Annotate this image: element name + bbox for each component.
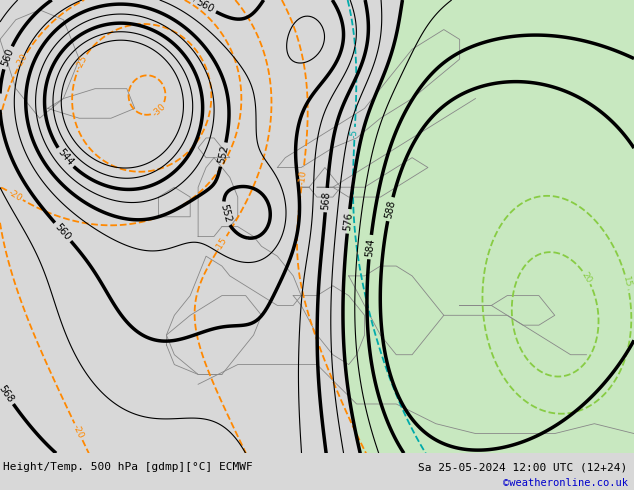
Text: 588: 588 <box>384 199 397 219</box>
Text: -20: -20 <box>6 188 23 203</box>
Text: 560: 560 <box>53 221 73 242</box>
Text: -20: -20 <box>71 423 86 440</box>
Text: -30: -30 <box>150 101 167 118</box>
Text: Height/Temp. 500 hPa [gdmp][°C] ECMWF: Height/Temp. 500 hPa [gdmp][°C] ECMWF <box>3 463 253 472</box>
Text: 576: 576 <box>342 212 354 231</box>
Text: -15: -15 <box>214 235 230 253</box>
Text: -20: -20 <box>15 52 30 69</box>
Text: 560: 560 <box>195 0 216 15</box>
Text: Sa 25-05-2024 12:00 UTC (12+24): Sa 25-05-2024 12:00 UTC (12+24) <box>418 463 628 472</box>
Text: 560: 560 <box>0 47 15 68</box>
Text: 568: 568 <box>320 191 332 210</box>
Text: 552: 552 <box>216 145 230 165</box>
Text: ©weatheronline.co.uk: ©weatheronline.co.uk <box>503 478 628 488</box>
Text: 568: 568 <box>0 384 16 404</box>
Text: -5: -5 <box>350 129 359 138</box>
Text: 552: 552 <box>218 203 232 224</box>
Text: -10: -10 <box>297 170 308 185</box>
Text: -25: -25 <box>74 53 89 71</box>
Text: 544: 544 <box>56 147 75 168</box>
Text: 15: 15 <box>621 275 633 289</box>
Text: 20: 20 <box>580 270 593 285</box>
Text: 584: 584 <box>364 237 376 257</box>
